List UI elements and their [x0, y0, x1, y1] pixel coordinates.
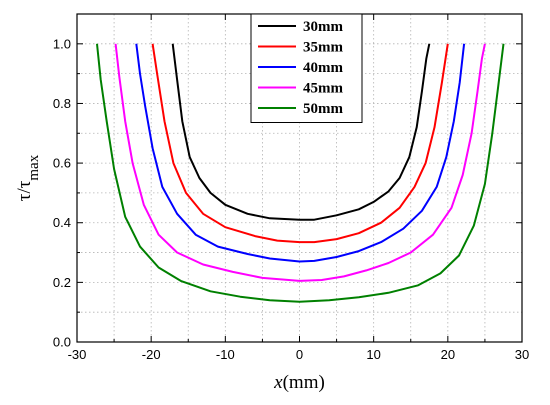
legend-label: 45mm [303, 81, 343, 97]
x-tick-label: -10 [216, 347, 235, 362]
legend: 30mm 35mm 40mm 45mm 50mm [250, 13, 363, 123]
legend-label: 35mm [303, 40, 343, 56]
series-line-35mm [151, 43, 449, 244]
x-tick-label: -20 [142, 347, 161, 362]
y-tick-label: 1.0 [53, 36, 71, 51]
x-tick-label: 10 [366, 347, 380, 362]
y-axis-title-main: τ/τ [14, 180, 35, 201]
legend-label: 40mm [303, 60, 343, 76]
legend-box [250, 13, 363, 123]
series-line-50mm [96, 43, 505, 303]
series-line-45mm [114, 43, 486, 282]
grid [77, 14, 522, 342]
x-tick-label: -30 [68, 347, 87, 362]
series-line-40mm [135, 43, 466, 263]
y-axis-title-sub: max [26, 154, 42, 180]
y-tick-label: 0.4 [53, 215, 71, 230]
tick-labels: -30 -20 -10 0 10 20 30 0.0 0.2 0.4 0.6 0.8 1.0 [53, 36, 529, 362]
legend-label: 50mm [303, 101, 343, 117]
x-tick-label: 20 [441, 347, 455, 362]
y-tick-label: 0.0 [53, 335, 71, 350]
y-tick-label: 0.6 [53, 156, 71, 171]
y-axis-title: τ/τmax [14, 154, 42, 201]
axis-ticks [76, 13, 523, 343]
y-tick-label: 0.2 [53, 275, 71, 290]
series-line-30mm [171, 43, 431, 221]
x-axis-title-var: x [273, 372, 283, 393]
x-tick-label: 0 [296, 347, 303, 362]
y-tick-label: 0.8 [53, 96, 71, 111]
x-axis-title-unit: (mm) [283, 372, 325, 393]
x-tick-label: 30 [515, 347, 529, 362]
legend-label: 30mm [303, 19, 343, 35]
series-lines [96, 43, 505, 303]
x-axis-title: x(mm) [273, 372, 325, 393]
